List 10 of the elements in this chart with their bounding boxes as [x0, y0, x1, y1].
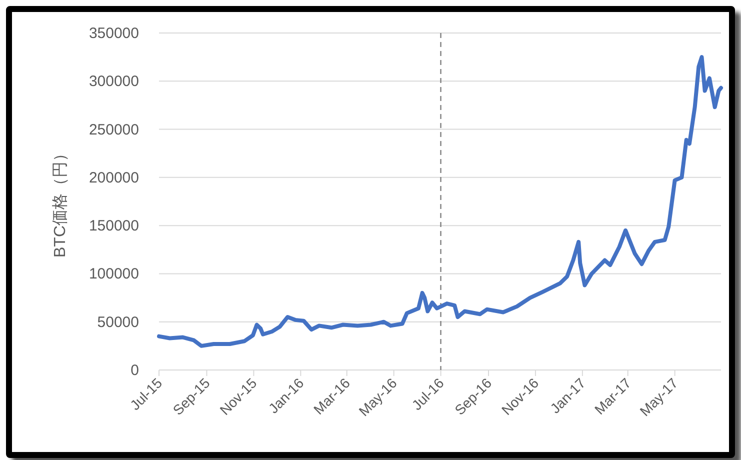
- y-tick-label: 100000: [88, 266, 139, 283]
- y-tick-label: 250000: [88, 121, 139, 138]
- y-tick-label: 350000: [88, 25, 139, 42]
- y-tick-label: 150000: [88, 218, 139, 235]
- line-series: [157, 55, 723, 348]
- y-tick-label: 300000: [88, 73, 139, 90]
- y-tick-label: 200000: [88, 169, 139, 186]
- y-tick-label: 50000: [97, 314, 139, 331]
- y-axis-title: BTC価格（円）: [52, 146, 69, 258]
- y-tick-label: 0: [130, 362, 139, 379]
